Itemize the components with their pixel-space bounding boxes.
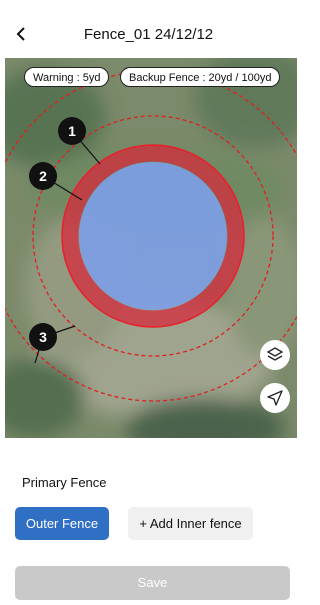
add-inner-fence-button[interactable]: + Add Inner fence xyxy=(128,507,253,540)
title: Fence_01 24/12/12 xyxy=(0,26,297,43)
locate-button[interactable] xyxy=(260,383,290,413)
screen: Fence_01 24/12/12 xyxy=(0,0,297,605)
save-button[interactable]: Save xyxy=(15,566,290,600)
fence-area xyxy=(79,162,227,310)
map: 1 2 3 xyxy=(5,58,297,438)
backup-fence-chip: Backup Fence : 20yd / 100yd xyxy=(120,67,280,87)
layers-button[interactable] xyxy=(260,340,290,370)
outer-fence-button[interactable]: Outer Fence xyxy=(15,507,109,540)
section-label: Primary Fence xyxy=(22,475,107,490)
callout-number: 3 xyxy=(39,329,47,345)
callout-number: 2 xyxy=(39,168,47,184)
warning-chip: Warning : 5yd xyxy=(24,67,109,87)
callout-number: 1 xyxy=(68,123,76,139)
